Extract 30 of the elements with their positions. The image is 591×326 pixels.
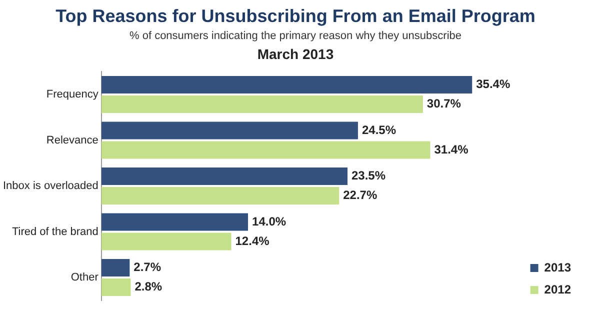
data-label: 24.5% — [362, 122, 396, 137]
y-tick-label: Inbox is overloaded — [2, 180, 98, 192]
data-label: 2.8% — [134, 280, 162, 294]
bar — [101, 232, 232, 250]
data-label: 2.7% — [134, 260, 162, 274]
bar — [101, 278, 131, 296]
chart-subtitle: % of consumers indicating the primary reason why they unsubscribe — [128, 30, 462, 42]
bar — [101, 95, 423, 113]
bar — [101, 122, 358, 140]
data-label: 30.7% — [426, 96, 462, 111]
data-label: 31.4% — [434, 142, 469, 156]
bar — [101, 76, 472, 94]
text: March 2013 — [256, 46, 335, 62]
chart-title: Top Reasons for Unsubscribing From an Email Program — [54, 6, 536, 27]
y-tick-label: Relevance — [46, 134, 98, 146]
data-label: 12.4% — [235, 234, 270, 248]
legend-label: 2012 — [544, 282, 572, 296]
data-label: 35.4% — [476, 77, 510, 92]
y-tick-label: Tired of the brand — [12, 226, 98, 238]
data-label: 23.5% — [352, 168, 386, 183]
legend-label: 2013 — [544, 260, 572, 274]
data-label: 14.0% — [252, 214, 286, 228]
y-tick-label: Frequency — [46, 88, 99, 101]
bar — [101, 168, 348, 186]
y-tick-label: Other — [70, 272, 99, 284]
bar — [101, 141, 430, 159]
data-label: 22.7% — [343, 188, 378, 202]
bar — [101, 213, 248, 231]
bar — [101, 186, 340, 204]
bar — [101, 259, 130, 277]
